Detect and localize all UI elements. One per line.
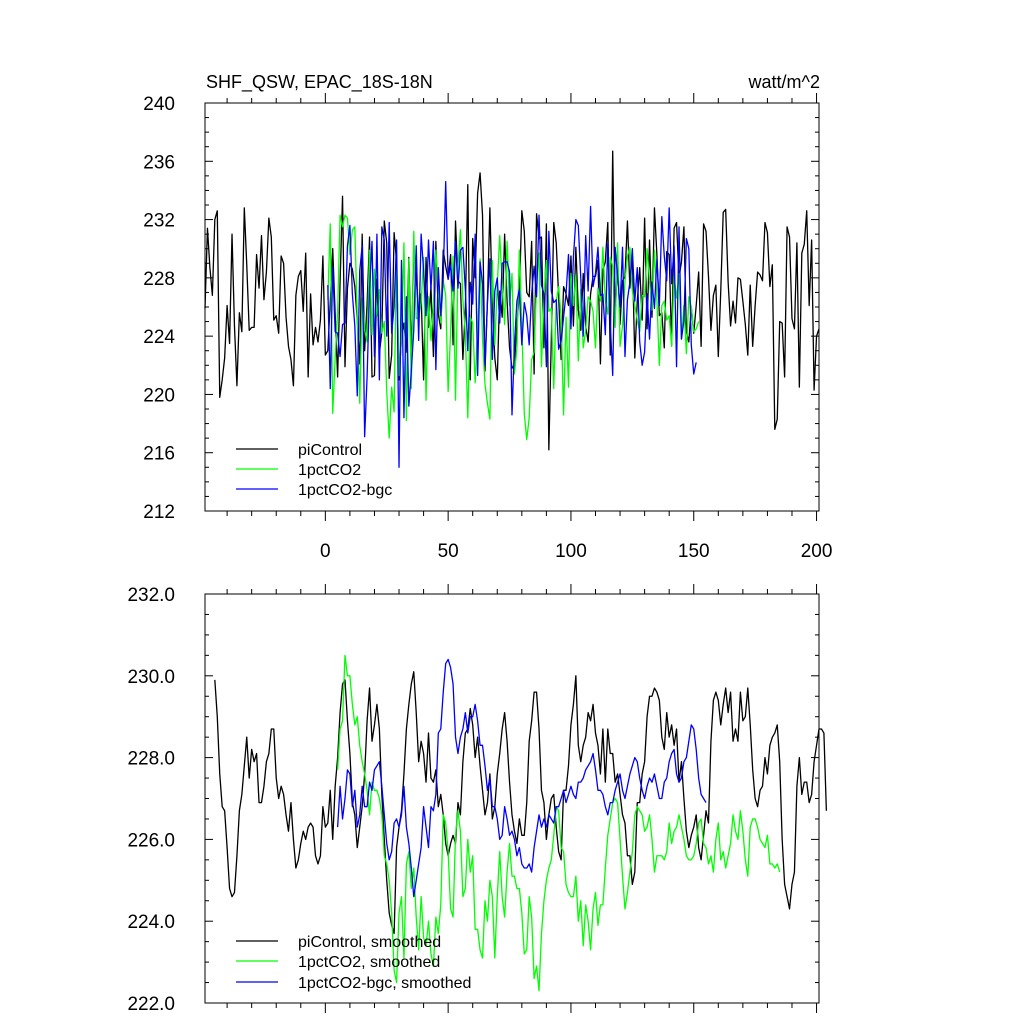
y-tick-label: 236 xyxy=(143,152,175,173)
y-tick-label: 224 xyxy=(143,327,175,348)
series-line-1pctco2 xyxy=(327,214,700,441)
bottom-panel-legend: piControl, smoothed 1pctCO2, smoothed 1p… xyxy=(236,934,471,992)
y-tick-label: 228.0 xyxy=(127,749,175,770)
legend-label-1pctco2-bgc: 1pctCO2-bgc xyxy=(298,482,392,499)
top-panel-title: SHF_QSW, EPAC_18S-18N xyxy=(206,72,433,93)
y-tick-label: 232 xyxy=(143,211,175,232)
y-tick-label: 226.0 xyxy=(127,830,175,851)
x-tick-label: 100 xyxy=(555,541,587,562)
x-tick-label: 0 xyxy=(320,541,331,562)
x-tick-label: 150 xyxy=(678,541,710,562)
bottom-panel-frame xyxy=(204,593,820,1004)
top-panel-frame xyxy=(204,102,820,512)
y-tick-label: 228 xyxy=(143,269,175,290)
top-panel-units: watt/m^2 xyxy=(748,72,820,92)
legend-label-picontrol: piControl xyxy=(298,442,362,459)
y-tick-label: 220 xyxy=(143,385,175,406)
y-tick-label: 224.0 xyxy=(127,912,175,933)
series-line-1pctco2-bgc xyxy=(327,181,697,468)
y-tick-label: 230.0 xyxy=(127,667,175,688)
series-line-picontrol-smoothed xyxy=(214,671,828,935)
legend-label-picontrol-smoothed: piControl, smoothed xyxy=(298,934,441,951)
top-panel-legend: piControl 1pctCO2 1pctCO2-bgc xyxy=(236,442,392,499)
x-tick-label: 50 xyxy=(438,541,459,562)
y-tick-label: 222.0 xyxy=(127,994,175,1015)
series-line-1pctco2-bgc-smoothed xyxy=(336,658,707,898)
y-tick-label: 212 xyxy=(143,502,175,523)
y-tick-label: 232.0 xyxy=(127,585,175,606)
top-panel: SHF_QSW, EPAC_18S-18N watt/m^2 212 216 220… xyxy=(143,72,832,562)
series-line-picontrol xyxy=(204,150,820,451)
bottom-panel: 222.0 224.0 226.0 228.0 230.0 232.0 piControl… xyxy=(127,584,828,1015)
y-tick-label: 216 xyxy=(143,444,175,465)
y-tick-label: 240 xyxy=(143,94,175,115)
x-tick-label: 200 xyxy=(801,541,833,562)
legend-label-1pctco2: 1pctCO2 xyxy=(298,462,361,479)
legend-label-1pctco2-bgc-smoothed: 1pctCO2-bgc, smoothed xyxy=(298,975,471,992)
series-line-1pctco2-smoothed xyxy=(336,654,781,992)
legend-label-1pctco2-smoothed: 1pctCO2, smoothed xyxy=(298,954,440,971)
